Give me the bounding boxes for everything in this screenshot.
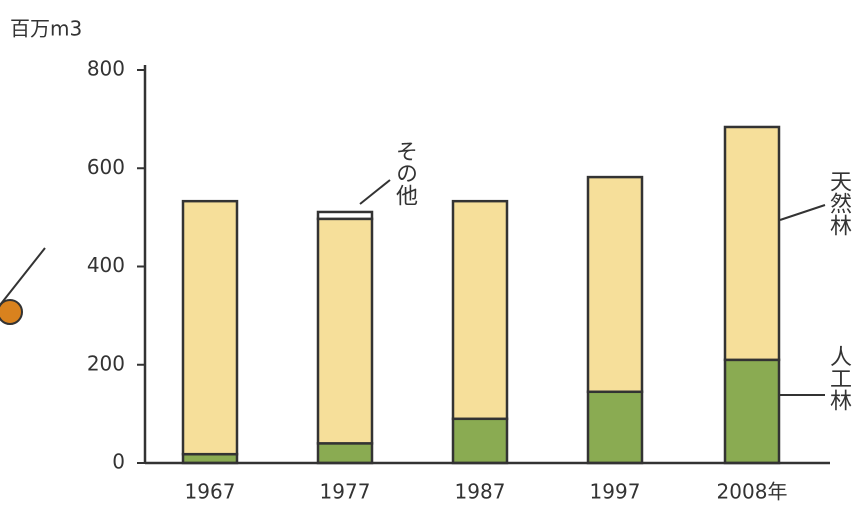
x-tick-label: 1987 [455, 480, 506, 504]
y-tick-label: 600 [87, 155, 125, 179]
legend-label: その他 [392, 140, 418, 206]
x-tick-label: 1977 [320, 480, 371, 504]
x-tick-label: 1967 [185, 480, 236, 504]
y-tick-label: 0 [112, 450, 125, 474]
bar-segment [723, 125, 781, 362]
x-tick-label: 1997 [590, 480, 641, 504]
y-tick-label: 400 [87, 253, 125, 277]
bar-segment [316, 442, 374, 465]
leader-line [359, 179, 391, 205]
bar-segment [316, 210, 374, 221]
bar-segment [181, 199, 239, 456]
bar-segment [451, 417, 509, 465]
y-axis-label: 百万m3 [10, 17, 82, 41]
bar-segment [586, 390, 644, 465]
leader-line [779, 204, 826, 221]
y-tick-label: 800 [87, 57, 125, 81]
bar-segment [586, 175, 644, 394]
bar-segment [316, 217, 374, 445]
bar-segment [451, 199, 509, 421]
x-tick-label: 2008年 [717, 480, 788, 504]
decoration [0, 247, 46, 306]
y-tick-label: 200 [87, 351, 125, 375]
bar-segment [723, 358, 781, 465]
bar-segment [181, 452, 239, 465]
decoration [0, 299, 23, 325]
legend-label: 天然林 [826, 170, 852, 236]
legend-label: 人工林 [826, 345, 852, 411]
